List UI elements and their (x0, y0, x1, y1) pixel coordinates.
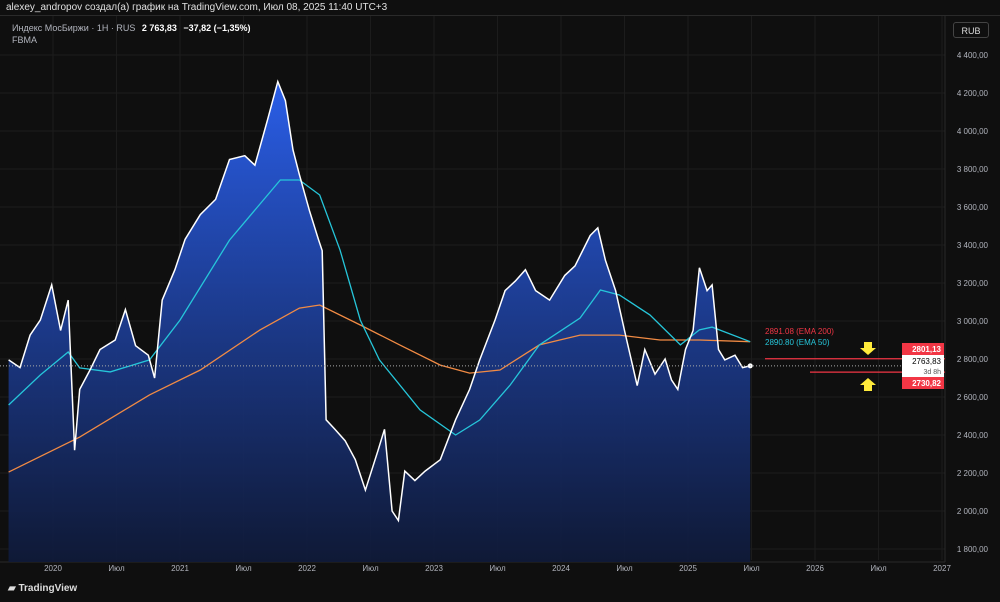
last-price-tag (902, 355, 944, 377)
price-area (8, 81, 751, 562)
lower-level-value: 2730,82 (912, 379, 941, 388)
ema200-value-label: 2891.08 (EMA 200) (765, 327, 834, 336)
symbol-legend[interactable]: Индекс МосБиржи · 1H · RUS 2 763,83 −37,… (12, 22, 250, 46)
price-line (8, 79, 751, 523)
y-tick-label: 2 200,00 (957, 469, 989, 478)
publish-header: alexey_andropov создал(а) график на Trad… (0, 0, 1000, 16)
y-tick-label: 3 800,00 (957, 165, 989, 174)
tv-logo-icon: ▰ (8, 583, 19, 594)
x-tick-label: Июл (235, 564, 252, 573)
indicator-name[interactable]: FBMA (12, 35, 38, 45)
upper-level-tag (902, 343, 944, 355)
arrow-down-icon (860, 342, 876, 355)
y-tick-label: 3 400,00 (957, 241, 989, 250)
tradingview-logo[interactable]: ▰ TradingView (8, 583, 77, 594)
currency-button[interactable]: RUB (953, 22, 989, 38)
x-tick-label: 2025 (679, 564, 697, 573)
x-tick-label: Июл (743, 564, 760, 573)
y-tick-label: 2 000,00 (957, 507, 989, 516)
last-price-value: 2763,83 (912, 357, 941, 366)
x-tick-label: 2024 (552, 564, 570, 573)
x-tick-label: Июл (616, 564, 633, 573)
upper-level-value: 2801,13 (912, 345, 941, 354)
arrow-up-icon (860, 378, 876, 391)
x-tick-label: 2027 (933, 564, 951, 573)
y-tick-label: 4 000,00 (957, 127, 989, 136)
y-tick-label: 3 600,00 (957, 203, 989, 212)
ema50-value-label: 2890.80 (EMA 50) (765, 338, 830, 347)
x-tick-label: 2022 (298, 564, 316, 573)
price-change: −37,82 (−1,35%) (183, 23, 251, 33)
x-tick-label: 2023 (425, 564, 443, 573)
y-tick-label: 4 200,00 (957, 89, 989, 98)
x-tick-label: 2020 (44, 564, 62, 573)
x-tick-label: Июл (362, 564, 379, 573)
symbol-name: Индекс МосБиржи · 1H · RUS (12, 23, 136, 33)
x-tick-label: 2026 (806, 564, 824, 573)
lower-level-tag (902, 377, 944, 389)
x-tick-label: Июл (870, 564, 887, 573)
x-tick-label: Июл (108, 564, 125, 573)
y-tick-label: 2 400,00 (957, 431, 989, 440)
y-tick-label: 4 400,00 (957, 51, 989, 60)
ema50-line (8, 179, 751, 436)
y-tick-label: 3 000,00 (957, 317, 989, 326)
y-tick-label: 1 800,00 (957, 545, 989, 554)
y-tick-label: 2 800,00 (957, 355, 989, 364)
last-price: 2 763,83 (141, 23, 177, 33)
x-tick-label: 2021 (171, 564, 189, 573)
y-tick-label: 3 200,00 (957, 279, 989, 288)
brand-name: TradingView (18, 583, 78, 594)
x-tick-label: Июл (489, 564, 506, 573)
bar-countdown: 3d 8h (923, 369, 941, 376)
y-tick-label: 2 600,00 (957, 393, 989, 402)
